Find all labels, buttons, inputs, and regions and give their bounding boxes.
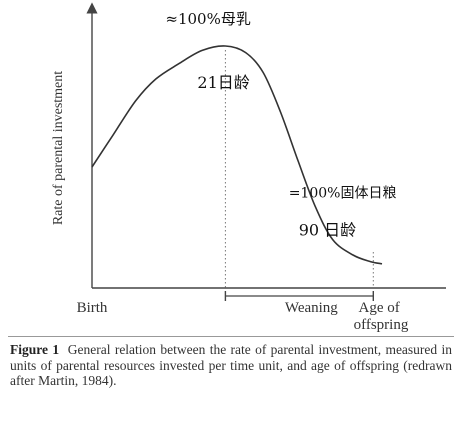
x-tick-age-line-1: Age of bbox=[359, 300, 400, 316]
caption-text: General relation between the rate of par… bbox=[10, 342, 453, 388]
figure-caption: Figure 1 General relation between the ra… bbox=[10, 342, 452, 389]
y-axis-label: Rate of parental investment bbox=[51, 71, 66, 225]
caption-label: Figure 1 bbox=[10, 342, 60, 357]
x-tick-birth: Birth bbox=[77, 300, 108, 316]
x-tick-age-of-offspring: Age of offspring bbox=[354, 300, 409, 333]
caption-divider bbox=[8, 336, 454, 337]
investment-curve bbox=[91, 45, 383, 265]
annotation-100-solid-diet: =100%固体日粮 bbox=[289, 186, 397, 202]
x-tick-weaning: Weaning bbox=[285, 300, 338, 316]
chart: Rate of parental investment ≈100%母乳 21日龄… bbox=[51, 2, 446, 333]
x-tick-age-line-2: offspring bbox=[354, 317, 409, 333]
annotation-21-days: 21日龄 bbox=[197, 73, 249, 92]
annotation-90-days: 90 日龄 bbox=[299, 221, 356, 240]
annotation-100-milk: ≈100%母乳 bbox=[165, 10, 250, 28]
weaning-bracket bbox=[224, 291, 374, 301]
